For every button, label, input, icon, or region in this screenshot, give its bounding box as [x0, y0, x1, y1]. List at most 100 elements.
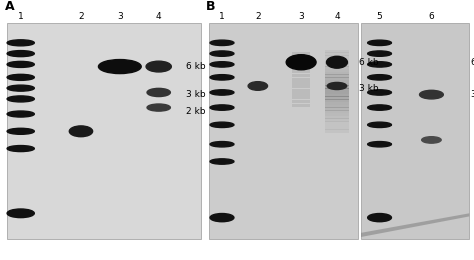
Ellipse shape	[327, 56, 347, 68]
Text: 6 kb: 6 kb	[359, 58, 379, 67]
Bar	[325, 88, 349, 91]
Bar	[325, 69, 349, 72]
Bar	[325, 116, 349, 119]
Bar	[292, 96, 310, 99]
Bar	[325, 110, 349, 113]
Text: 3 kb: 3 kb	[186, 90, 206, 99]
Text: 6: 6	[428, 12, 434, 21]
Ellipse shape	[368, 90, 392, 95]
Text: 4: 4	[334, 12, 340, 21]
Bar	[325, 91, 349, 94]
Bar	[292, 74, 310, 77]
Bar	[325, 127, 349, 130]
Bar	[325, 102, 349, 105]
Text: 3 kb: 3 kb	[472, 90, 474, 99]
Bar	[325, 105, 349, 108]
Text: A: A	[5, 0, 14, 13]
Ellipse shape	[7, 96, 34, 102]
Ellipse shape	[210, 62, 234, 67]
Text: 1: 1	[219, 12, 225, 21]
Bar	[292, 93, 310, 96]
Ellipse shape	[7, 111, 34, 117]
Bar	[325, 77, 349, 80]
Ellipse shape	[7, 146, 34, 152]
Bar	[325, 129, 349, 133]
Ellipse shape	[210, 122, 234, 127]
Text: 3: 3	[298, 12, 304, 21]
Bar	[325, 55, 349, 58]
Ellipse shape	[327, 82, 346, 89]
Bar	[325, 50, 349, 53]
Text: 2: 2	[255, 12, 261, 21]
Bar	[325, 86, 349, 89]
Ellipse shape	[210, 159, 234, 164]
Bar	[292, 63, 310, 66]
Ellipse shape	[7, 61, 34, 67]
Bar	[292, 100, 310, 103]
Ellipse shape	[368, 75, 392, 80]
Bar	[325, 52, 349, 55]
Bar	[325, 80, 349, 83]
Ellipse shape	[419, 90, 443, 99]
Bar	[292, 85, 310, 88]
Text: 4: 4	[156, 12, 162, 21]
Text: 3 kb: 3 kb	[359, 84, 379, 93]
Bar	[325, 58, 349, 61]
Ellipse shape	[368, 40, 392, 46]
Text: 3: 3	[117, 12, 123, 21]
Bar	[325, 119, 349, 122]
Ellipse shape	[368, 62, 392, 67]
Ellipse shape	[99, 60, 141, 74]
Ellipse shape	[210, 90, 234, 95]
Ellipse shape	[422, 137, 441, 143]
Bar	[7, 23, 201, 239]
Ellipse shape	[210, 40, 234, 46]
Text: 5: 5	[377, 12, 383, 21]
Bar	[325, 83, 349, 86]
Bar	[325, 74, 349, 77]
Text: 6 kb: 6 kb	[472, 58, 474, 67]
Ellipse shape	[368, 105, 392, 110]
Bar	[292, 78, 310, 81]
Bar	[292, 59, 310, 62]
Bar	[292, 52, 310, 55]
Ellipse shape	[7, 74, 34, 80]
Ellipse shape	[7, 51, 34, 57]
Ellipse shape	[368, 51, 392, 56]
Text: 6 kb: 6 kb	[186, 62, 206, 71]
Polygon shape	[361, 213, 469, 237]
Bar	[325, 72, 349, 75]
Ellipse shape	[7, 209, 34, 218]
Ellipse shape	[286, 55, 316, 70]
Bar	[325, 121, 349, 124]
Bar	[361, 23, 469, 239]
Bar	[325, 96, 349, 100]
Ellipse shape	[368, 141, 392, 147]
Bar	[325, 94, 349, 97]
Ellipse shape	[147, 88, 170, 96]
Ellipse shape	[146, 61, 171, 72]
Bar	[325, 66, 349, 69]
Ellipse shape	[7, 40, 34, 46]
Bar	[325, 113, 349, 116]
Ellipse shape	[7, 128, 34, 134]
Ellipse shape	[368, 122, 392, 127]
Bar	[325, 61, 349, 64]
Bar	[325, 124, 349, 127]
Text: 2: 2	[78, 12, 84, 21]
Bar	[292, 70, 310, 73]
Bar	[292, 81, 310, 84]
Ellipse shape	[210, 141, 234, 147]
Ellipse shape	[7, 85, 34, 91]
Bar	[325, 107, 349, 110]
Ellipse shape	[210, 105, 234, 110]
Ellipse shape	[147, 104, 170, 111]
Ellipse shape	[210, 75, 234, 80]
Ellipse shape	[368, 213, 392, 222]
Ellipse shape	[248, 82, 267, 90]
Bar	[209, 23, 358, 239]
Bar	[292, 67, 310, 70]
Bar	[292, 103, 310, 107]
Text: B: B	[206, 0, 216, 13]
Text: 1: 1	[18, 12, 24, 21]
